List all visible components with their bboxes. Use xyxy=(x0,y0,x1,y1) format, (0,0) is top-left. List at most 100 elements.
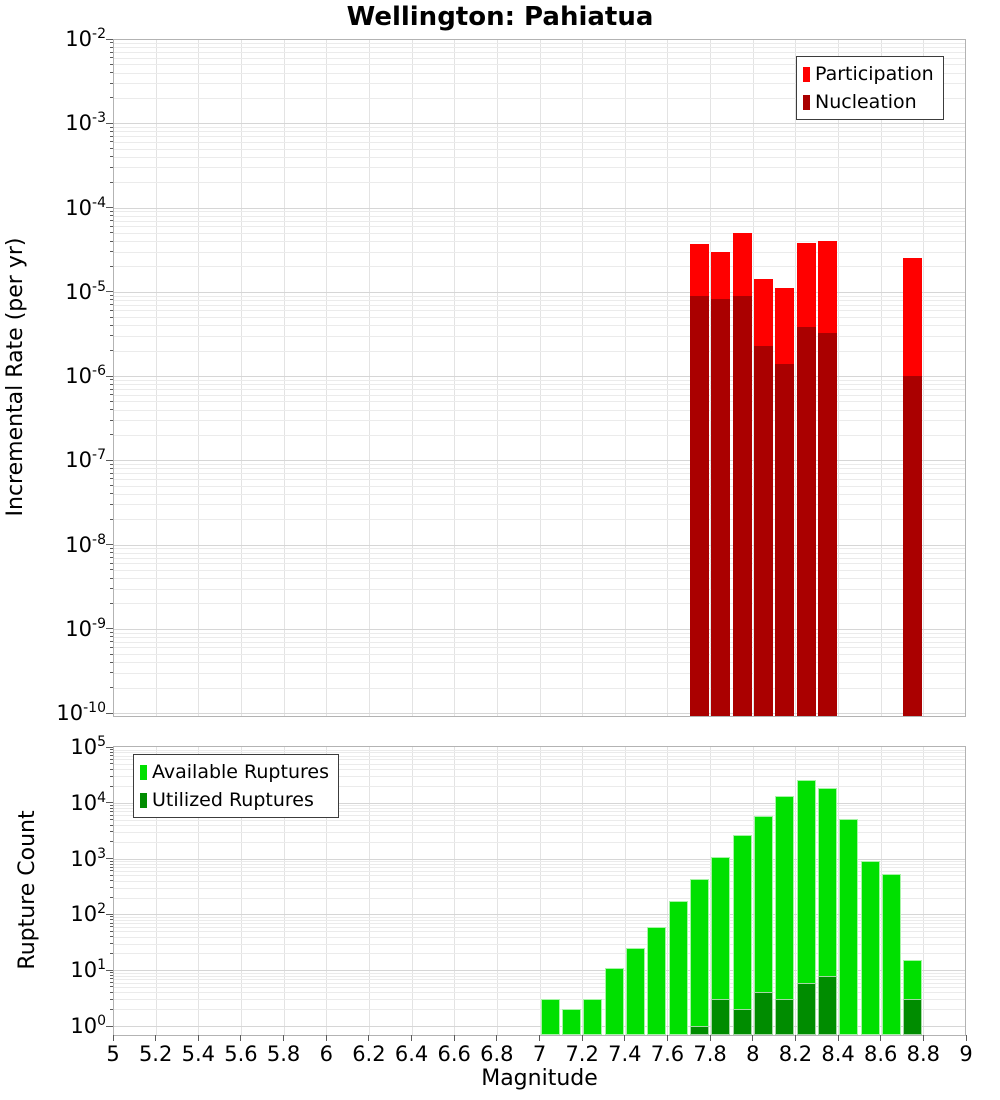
y-minor-tick-mark xyxy=(110,991,113,993)
minor-gridline xyxy=(114,401,965,403)
vertical-gridline xyxy=(454,40,456,716)
y-minor-tick-mark xyxy=(110,916,113,918)
minor-gridline xyxy=(114,755,965,757)
minor-gridline xyxy=(114,468,965,470)
minor-gridline xyxy=(114,972,965,974)
top-legend: Participation Nucleation xyxy=(796,56,944,120)
y-minor-tick-mark xyxy=(110,824,113,826)
minor-gridline xyxy=(114,870,965,872)
minor-gridline xyxy=(114,409,965,411)
y-tick-mark xyxy=(106,858,113,860)
vertical-gridline xyxy=(240,747,242,1035)
x-tick-label: 5 xyxy=(106,1042,120,1066)
y-minor-tick-mark xyxy=(110,749,113,751)
minor-gridline xyxy=(114,936,965,938)
minor-gridline xyxy=(114,485,965,487)
bar-nucleation-7.95 xyxy=(732,296,752,716)
y-minor-tick-mark xyxy=(110,810,113,812)
minor-gridline xyxy=(114,825,965,826)
minor-gridline xyxy=(114,982,965,984)
bar-utilized-ruptures-8.25 xyxy=(796,982,816,1035)
y-minor-tick-mark xyxy=(110,463,113,465)
x-tick-mark xyxy=(624,1035,626,1041)
y-minor-tick-mark xyxy=(110,220,113,222)
y-minor-tick-mark xyxy=(110,998,113,1000)
y-tick-mark xyxy=(106,122,113,124)
y-minor-tick-mark xyxy=(110,472,113,474)
major-gridline xyxy=(114,914,965,916)
vertical-gridline xyxy=(880,40,882,716)
minor-gridline xyxy=(114,335,965,337)
y-minor-tick-mark xyxy=(110,324,113,326)
x-tick-mark xyxy=(752,1035,754,1041)
minor-gridline xyxy=(114,420,965,422)
y-minor-tick-mark xyxy=(110,768,113,770)
minor-gridline xyxy=(114,647,965,649)
y-minor-tick-mark xyxy=(110,547,113,549)
minor-gridline xyxy=(114,769,965,771)
bar-available-ruptures-7.95 xyxy=(732,834,752,1035)
vertical-gridline xyxy=(624,747,626,1035)
minor-gridline xyxy=(114,919,965,921)
x-tick-mark xyxy=(666,1035,668,1041)
x-tick-label: 5.8 xyxy=(266,1042,301,1066)
minor-gridline xyxy=(114,763,965,765)
y-minor-tick-mark xyxy=(110,409,113,411)
minor-gridline xyxy=(114,232,965,234)
y-tick-label: 10-2 xyxy=(65,26,106,51)
vertical-gridline xyxy=(923,40,925,716)
y-minor-tick-mark xyxy=(110,166,113,168)
vertical-gridline xyxy=(539,40,541,716)
major-gridline xyxy=(114,207,965,209)
x-tick-label: 8 xyxy=(746,1042,760,1066)
vertical-gridline xyxy=(326,40,328,716)
minor-gridline xyxy=(114,776,965,778)
y-minor-tick-mark xyxy=(110,383,113,385)
bar-available-ruptures-7.75 xyxy=(689,879,709,1035)
y-minor-tick-mark xyxy=(110,887,113,889)
bar-utilized-ruptures-7.95 xyxy=(732,1009,752,1035)
x-tick-label: 6.2 xyxy=(352,1042,386,1066)
minor-gridline xyxy=(114,295,965,297)
y-tick-mark xyxy=(106,207,113,208)
legend-label-utilized: Utilized Ruptures xyxy=(152,789,314,811)
minor-gridline xyxy=(114,317,965,319)
minor-gridline xyxy=(114,350,965,352)
vertical-gridline xyxy=(710,747,712,1035)
minor-gridline xyxy=(114,251,965,253)
bar-available-ruptures-7.25 xyxy=(583,999,603,1035)
x-tick-label: 6.6 xyxy=(437,1042,471,1066)
y-tick-mark xyxy=(106,38,113,40)
y-minor-tick-mark xyxy=(110,434,113,436)
y-minor-tick-mark xyxy=(110,758,113,760)
minor-gridline xyxy=(114,215,965,217)
minor-gridline xyxy=(114,931,965,933)
minor-gridline xyxy=(114,603,965,605)
minor-gridline xyxy=(114,641,965,643)
minor-gridline xyxy=(114,805,965,807)
vertical-gridline xyxy=(240,40,242,716)
y-minor-tick-mark xyxy=(110,687,113,689)
y-minor-tick-mark xyxy=(110,51,113,53)
y-minor-tick-mark xyxy=(110,379,113,381)
minor-gridline xyxy=(114,759,965,761)
minor-gridline xyxy=(114,241,965,243)
minor-gridline xyxy=(114,156,965,158)
y-minor-tick-mark xyxy=(110,602,113,604)
minor-gridline xyxy=(114,992,965,994)
minor-gridline xyxy=(114,148,965,150)
x-tick-mark xyxy=(112,1035,114,1041)
minor-gridline xyxy=(114,226,965,228)
legend-entry-utilized: Utilized Ruptures xyxy=(140,786,329,814)
y-minor-tick-mark xyxy=(110,860,113,862)
y-minor-tick-mark xyxy=(110,978,113,980)
y-minor-tick-mark xyxy=(110,814,113,816)
legend-entry-available: Available Ruptures xyxy=(140,758,329,786)
y-minor-tick-mark xyxy=(110,880,113,882)
minor-gridline xyxy=(114,811,965,813)
minor-gridline xyxy=(114,325,965,327)
major-gridline xyxy=(114,858,965,860)
nucleation-swatch-icon xyxy=(803,94,810,110)
minor-gridline xyxy=(114,986,965,988)
bar-available-ruptures-8.45 xyxy=(839,818,859,1035)
